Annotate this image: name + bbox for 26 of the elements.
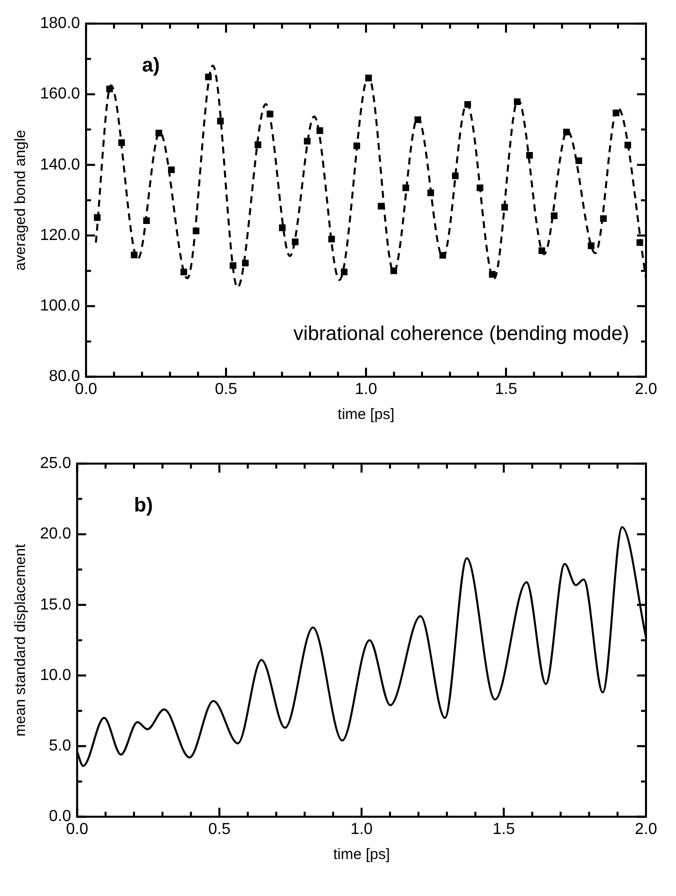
y-tick-label: 20.0 <box>40 526 72 543</box>
y-tick-label: 160.0 <box>40 86 80 103</box>
y-tick-label: 180.0 <box>40 15 80 32</box>
annotation: b) <box>134 494 153 516</box>
annotation: vibrational coherence (bending mode) <box>293 322 630 345</box>
y-tick-label: 15.0 <box>40 596 72 614</box>
y-axis-title: mean standard displacement <box>12 543 30 737</box>
y-tick-label: 140.0 <box>40 156 80 174</box>
x-tick-label: 1.0 <box>350 820 373 838</box>
x-tick-label: 2.0 <box>634 380 658 398</box>
y-axis-title: averaged bond angle <box>12 130 30 271</box>
y-tick-label: 5.0 <box>48 738 72 755</box>
x-tick-label: 0.5 <box>208 820 231 838</box>
y-tick-label: 100.0 <box>40 298 80 315</box>
y-tick-label: 10.0 <box>40 666 72 684</box>
x-axis-title: time [ps] <box>333 846 390 864</box>
y-tick-label: 120.0 <box>40 226 80 244</box>
x-tick-label: 1.5 <box>492 820 516 838</box>
annotation: a) <box>142 54 160 76</box>
x-tick-label: 1.5 <box>494 380 518 398</box>
x-tick-label: 1.0 <box>354 380 378 398</box>
x-tick-label: 0.0 <box>74 380 98 398</box>
y-tick-label: 25.0 <box>40 455 72 472</box>
x-tick-label: 0.5 <box>214 380 238 398</box>
x-tick-label: 2.0 <box>634 820 658 838</box>
x-axis-title: time [ps] <box>338 406 394 424</box>
